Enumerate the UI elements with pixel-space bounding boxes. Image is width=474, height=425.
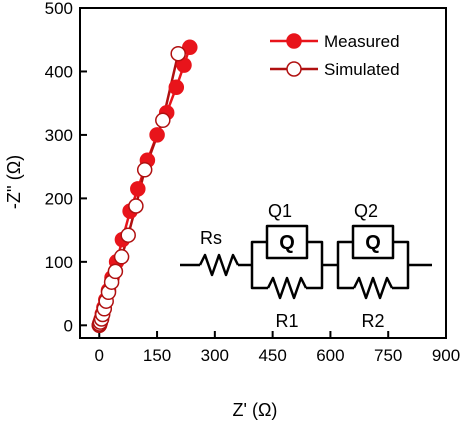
series-0-point-13 bbox=[130, 181, 146, 197]
series-1-point-14 bbox=[155, 112, 171, 129]
x-tick-label-2: 300 bbox=[201, 346, 229, 365]
plot-frame bbox=[79, 7, 447, 339]
y-tick-label-1: 100 bbox=[45, 253, 73, 272]
legend-measured-label: Measured bbox=[324, 32, 400, 51]
series-1-point-9 bbox=[107, 263, 124, 280]
circuit-label-r1: R1 bbox=[275, 311, 298, 331]
x-tick-label-5: 750 bbox=[374, 346, 402, 365]
series-1-point-10 bbox=[113, 249, 130, 265]
resistor-r1 bbox=[266, 276, 308, 300]
circuit-label-q1: Q1 bbox=[268, 201, 292, 221]
series-0-point-15 bbox=[149, 127, 165, 143]
y-axis-label: -Z'' (Ω) bbox=[4, 155, 24, 209]
series-1-point-12 bbox=[128, 198, 144, 214]
circuit-label-q2: Q2 bbox=[354, 201, 378, 221]
legend-measured-marker bbox=[286, 33, 302, 49]
series-0-point-19 bbox=[182, 39, 198, 56]
x-tick-label-0: 0 bbox=[95, 346, 104, 365]
y-tick-label-4: 400 bbox=[45, 62, 73, 81]
series-1-point-13 bbox=[136, 162, 153, 178]
cpe-q1-box bbox=[265, 224, 309, 260]
y-tick-label-3: 300 bbox=[45, 126, 73, 145]
x-axis-label: Z' (Ω) bbox=[233, 400, 278, 420]
cpe-q2-box bbox=[351, 224, 395, 260]
x-tick-label-6: 900 bbox=[432, 346, 460, 365]
equivalent-circuit bbox=[180, 224, 432, 300]
series-layer bbox=[91, 39, 198, 334]
circuit-label-rs: Rs bbox=[200, 228, 222, 248]
cpe-q2-symbol: Q bbox=[365, 232, 381, 254]
series-1-point-15 bbox=[170, 45, 186, 62]
series-1-point-11 bbox=[120, 227, 136, 243]
legend: Measured Simulated bbox=[270, 32, 400, 79]
parallel-block-2-bottom-right bbox=[392, 265, 410, 290]
parallel-block-1-bottom bbox=[250, 265, 268, 290]
x-tick-label-4: 600 bbox=[316, 346, 344, 365]
circuit-label-r2: R2 bbox=[361, 311, 384, 331]
x-tick-label-3: 450 bbox=[258, 346, 286, 365]
resistor-rs bbox=[198, 253, 240, 277]
legend-simulated-label: Simulated bbox=[324, 60, 400, 79]
legend-simulated-marker bbox=[286, 61, 302, 77]
circuit-labels: Rs Q1 Q2 Q Q R1 R2 bbox=[200, 201, 385, 331]
cpe-q1-symbol: Q bbox=[279, 232, 295, 254]
ticks-layer: 0 150 300 450 600 750 900 0 100 200 300 400 500 bbox=[45, 0, 461, 365]
y-tick-label-2: 200 bbox=[45, 189, 73, 208]
parallel-block-1-bottom-right bbox=[306, 265, 324, 290]
series-0-point-17 bbox=[168, 79, 185, 96]
resistor-r2 bbox=[352, 276, 394, 300]
x-tick-label-1: 150 bbox=[143, 346, 171, 365]
y-tick-label-5: 500 bbox=[45, 0, 73, 18]
y-tick-label-0: 0 bbox=[64, 316, 73, 335]
parallel-block-2-bottom bbox=[336, 265, 354, 290]
